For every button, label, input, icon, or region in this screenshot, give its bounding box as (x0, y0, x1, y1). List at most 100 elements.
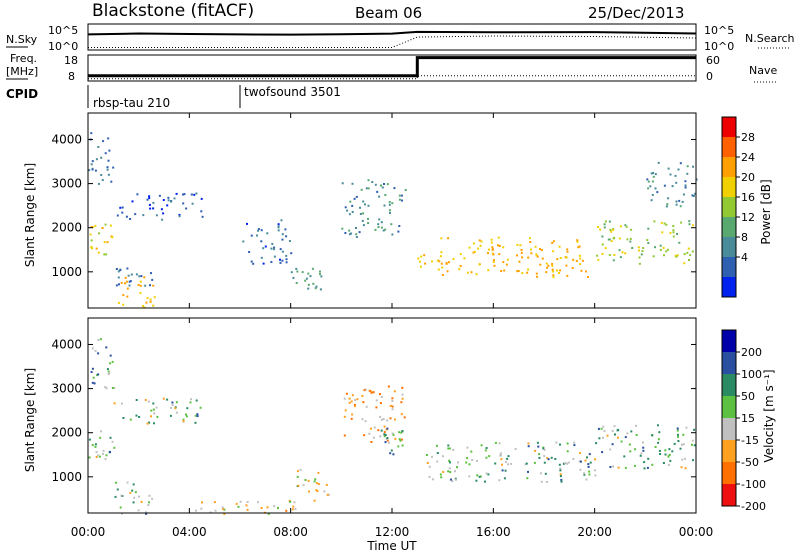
heatmap-cell (327, 493, 330, 496)
heatmap-cell (594, 474, 597, 477)
heatmap-cell (94, 349, 97, 352)
heatmap-cell (503, 269, 506, 272)
heatmap-cell (674, 174, 677, 177)
heatmap-cell (612, 229, 615, 231)
heatmap-cell (510, 462, 513, 465)
heatmap-cell (541, 249, 543, 252)
heatmap-cell (653, 220, 656, 223)
heatmap-cell (116, 214, 119, 217)
heatmap-cell (638, 262, 641, 265)
heatmap-cell (370, 391, 373, 394)
colorbar-swatch (722, 257, 736, 278)
heatmap-cell (358, 231, 361, 234)
heatmap-cell (162, 212, 165, 215)
heatmap-cell (398, 431, 401, 434)
heatmap-cell (475, 273, 478, 276)
heatmap-cell (665, 250, 668, 253)
heatmap-cell (348, 397, 351, 400)
heatmap-cell (558, 245, 561, 248)
heatmap-cell (145, 512, 148, 515)
heatmap-cell (315, 482, 318, 485)
heatmap-cell (129, 280, 132, 283)
colorbar-tick-label: 200 (741, 346, 762, 359)
heatmap-cell (472, 251, 475, 254)
heatmap-cell (623, 455, 626, 458)
heatmap-cell (264, 245, 267, 248)
y-tick-label: 4000 (51, 337, 82, 351)
power-colorbar-label: Power [dB] (759, 179, 773, 244)
heatmap-cell (384, 441, 387, 444)
heatmap-cell (440, 255, 442, 258)
heatmap-cell (468, 246, 471, 249)
heatmap-cell (105, 253, 108, 256)
heatmap-cell (602, 425, 605, 428)
heatmap-cell (577, 246, 580, 249)
heatmap-cell (446, 270, 449, 273)
heatmap-cell (514, 448, 517, 450)
heatmap-cell (299, 468, 302, 471)
heatmap-cell (686, 172, 689, 175)
heatmap-cell (651, 193, 654, 196)
heatmap-cell (650, 199, 653, 202)
heatmap-cell (679, 447, 682, 450)
heatmap-cell (152, 284, 155, 287)
heatmap-cell (361, 418, 364, 421)
heatmap-cell (106, 168, 109, 171)
heatmap-cell (603, 226, 606, 229)
heatmap-cell (359, 213, 362, 215)
heatmap-cell (90, 226, 93, 229)
heatmap-cell (680, 221, 683, 224)
x-tick-label: 08:00 (273, 525, 308, 539)
heatmap-cell (397, 230, 400, 233)
heatmap-cell (166, 398, 169, 401)
heatmap-cell (277, 507, 279, 510)
heatmap-cell (534, 449, 537, 452)
heatmap-cell (380, 429, 383, 432)
heatmap-cell (575, 260, 578, 262)
heatmap-cell (556, 269, 558, 272)
y-tick-label: 3000 (51, 177, 82, 191)
heatmap-cell (521, 272, 524, 275)
heatmap-cell (628, 443, 631, 446)
heatmap-cell (296, 470, 299, 473)
heatmap-cell (175, 401, 178, 404)
heatmap-cell (361, 394, 364, 397)
heatmap-cell (678, 199, 681, 202)
heatmap-cell (129, 418, 132, 421)
heatmap-cell (392, 453, 395, 456)
heatmap-cell (671, 185, 674, 188)
heatmap-cell (559, 473, 562, 476)
heatmap-cell (552, 240, 555, 243)
colorbar-tick-label: 8 (741, 231, 748, 244)
colorbar-swatch (722, 352, 736, 375)
heatmap-cell (679, 205, 682, 208)
heatmap-cell (431, 478, 434, 481)
heatmap-cell (454, 478, 457, 481)
heatmap-cell (365, 187, 368, 190)
heatmap-cell (654, 173, 657, 176)
heatmap-cell (359, 206, 361, 209)
heatmap-cell (650, 172, 653, 175)
heatmap-cell (398, 438, 401, 441)
heatmap-cell (383, 204, 386, 207)
heatmap-cell (657, 161, 660, 164)
heatmap-cell (183, 193, 186, 196)
heatmap-cell (491, 249, 494, 251)
heatmap-cell (447, 237, 450, 240)
heatmap-cell (503, 477, 506, 480)
heatmap-cell (692, 459, 694, 462)
heatmap-cell (151, 278, 154, 281)
heatmap-cell (613, 425, 616, 428)
heatmap-cell (431, 260, 433, 263)
heatmap-cell (97, 339, 100, 341)
heatmap-cell (612, 237, 615, 240)
heatmap-cell (144, 399, 147, 401)
heatmap-cell (608, 220, 611, 223)
heatmap-cell (99, 338, 102, 341)
heatmap-cell (152, 408, 155, 411)
heatmap-cell (135, 273, 138, 276)
heatmap-cell (285, 235, 288, 238)
heatmap-cell (117, 276, 120, 279)
heatmap-cell (391, 400, 394, 402)
